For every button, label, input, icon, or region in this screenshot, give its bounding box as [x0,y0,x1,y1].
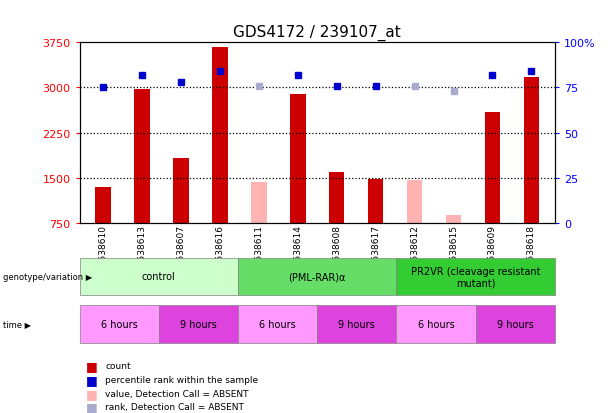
Bar [446,216,462,223]
Text: rank, Detection Call = ABSENT: rank, Detection Call = ABSENT [105,402,245,411]
Text: percentile rank within the sample: percentile rank within the sample [105,375,259,384]
Text: count: count [105,361,131,370]
Bar [212,47,227,223]
Bar [524,78,539,223]
Text: time ▶: time ▶ [3,320,31,329]
Bar [290,95,305,223]
Text: PR2VR (cleavage resistant
mutant): PR2VR (cleavage resistant mutant) [411,266,540,287]
Text: 9 hours: 9 hours [180,319,217,329]
Bar [95,187,111,223]
Bar [251,182,267,223]
Text: ■: ■ [86,387,97,400]
Bar [368,179,383,223]
Text: genotype/variation ▶: genotype/variation ▶ [3,272,93,281]
Bar [134,90,150,223]
Text: ■: ■ [86,373,97,386]
Text: 9 hours: 9 hours [497,319,533,329]
Text: (PML-RAR)α: (PML-RAR)α [289,272,346,282]
Text: ■: ■ [86,400,97,413]
Title: GDS4172 / 239107_at: GDS4172 / 239107_at [234,24,401,40]
Bar [407,180,422,223]
Bar [173,159,189,223]
Bar [329,172,345,223]
Bar [485,112,500,223]
Text: 6 hours: 6 hours [417,319,454,329]
Text: control: control [142,272,176,282]
Text: value, Detection Call = ABSENT: value, Detection Call = ABSENT [105,389,249,398]
Text: 6 hours: 6 hours [101,319,138,329]
Text: ■: ■ [86,359,97,373]
Text: 9 hours: 9 hours [338,319,375,329]
Text: 6 hours: 6 hours [259,319,296,329]
